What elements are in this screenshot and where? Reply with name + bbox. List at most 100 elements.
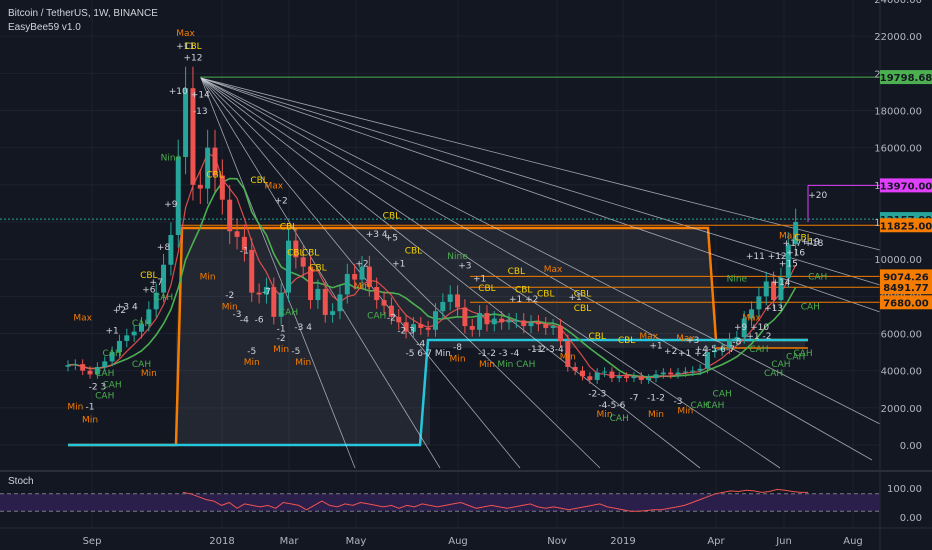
candle-body: [565, 340, 571, 367]
green-ma-line: [67, 177, 797, 378]
signal-label: CBL: [184, 42, 201, 52]
price-badge: [880, 178, 932, 193]
red-ma-line: [67, 152, 797, 379]
price-tick-label: 2000.00: [881, 404, 922, 415]
fan-line: [200, 77, 356, 469]
signal-label: -1-2: [647, 393, 665, 403]
signal-label: Max: [676, 334, 695, 344]
candle-body: [491, 318, 497, 325]
candle-body: [293, 240, 299, 258]
candle-body: [388, 305, 394, 317]
candle-body: [72, 364, 78, 366]
price-badge: [880, 269, 932, 284]
signal-label: Min: [67, 403, 83, 413]
candle-body: [594, 372, 600, 380]
signal-label: CBL: [537, 289, 554, 299]
signal-label: Max: [639, 332, 658, 342]
candle-body: [513, 320, 519, 322]
signal-label: CAH: [801, 302, 820, 312]
symbol-title: Bitcoin / TetherUS, 1W, BINANCE: [8, 8, 158, 19]
candle-body: [602, 371, 608, 373]
candle-body: [580, 370, 585, 377]
signal-label: +9 +10: [734, 323, 769, 333]
fan-line: [200, 77, 881, 251]
stoch-tick-label: 0.00: [900, 513, 922, 524]
candle-body: [528, 322, 534, 327]
cyan-support-line: [68, 338, 808, 447]
candle-body: [249, 249, 255, 293]
candle-body: [219, 175, 225, 200]
signal-label: -7: [629, 393, 638, 403]
price-badge-label: 8491.77: [883, 283, 929, 294]
signal-label: +2: [664, 347, 677, 357]
candle-body: [352, 274, 358, 280]
indicator-name: EasyBee59 v1.0: [8, 22, 81, 33]
candle-body: [109, 352, 115, 362]
candle-body: [727, 339, 732, 349]
signal-label: -2-3: [588, 390, 606, 400]
signal-label: Min: [244, 358, 260, 368]
candle-body: [587, 376, 593, 380]
signal-label: +3 4: [366, 230, 388, 240]
signal-label: Max: [779, 232, 798, 242]
signal-label: -8: [453, 343, 462, 353]
signal-label: CAH: [154, 293, 173, 303]
candle-body: [631, 376, 637, 379]
fan-line: [200, 77, 781, 469]
signal-label: +15: [779, 260, 798, 270]
candle-body: [418, 324, 424, 328]
candle-body: [646, 378, 652, 380]
signal-label: CBL: [574, 304, 591, 314]
fan-line: [200, 77, 881, 313]
signal-label: CAH: [102, 349, 121, 359]
signal-label: CAH: [771, 360, 790, 370]
signal-label: +1: [392, 260, 405, 270]
price-tick-label: 16000.00: [874, 144, 922, 155]
candle-body: [205, 147, 211, 189]
candle-body: [131, 331, 137, 336]
signal-label: CBL: [302, 248, 319, 258]
signal-label: CAH: [786, 353, 805, 363]
x-tick-label: Sep: [83, 536, 102, 547]
candle-body: [550, 326, 556, 328]
signal-label: -4: [416, 340, 425, 350]
signal-label: Min: [560, 353, 576, 363]
candle-body: [359, 266, 365, 280]
signal-label: CAH: [793, 349, 812, 359]
signal-label: Max: [544, 265, 563, 275]
x-tick-label: Mar: [280, 536, 300, 547]
signal-label: +8: [157, 243, 171, 253]
candle-body: [212, 147, 218, 176]
candle-body: [682, 371, 688, 373]
signal-label: CAH: [95, 369, 114, 379]
candle-body: [771, 281, 777, 301]
signal-label: +12: [183, 53, 202, 63]
x-tick-label: 2019: [610, 536, 635, 547]
signal-label: CAH: [132, 360, 151, 370]
fan-line: [200, 77, 701, 469]
signal-label: CBL: [515, 286, 532, 296]
signal-label: CBL: [287, 248, 304, 258]
signal-label: Min: [82, 416, 98, 426]
signal-label: Max: [742, 313, 761, 323]
candle-body: [543, 324, 549, 328]
signal-label: Min: [479, 360, 495, 370]
signal-label: Min: [295, 358, 311, 368]
signal-label: -7: [262, 287, 271, 297]
signal-label: CAH: [749, 345, 768, 355]
price-tick-label: 24000.00: [874, 0, 922, 6]
signal-label: +6: [142, 286, 156, 296]
x-tick-label: Nov: [547, 536, 567, 547]
candle-body: [624, 376, 630, 379]
signal-label: Min: [677, 406, 693, 416]
signal-label: -5: [247, 347, 256, 357]
signal-label: -1: [86, 403, 95, 413]
signal-label: +1 +2: [678, 349, 707, 359]
candle-body: [447, 294, 453, 302]
signal-label: -2: [387, 313, 396, 323]
x-tick-label: Jun: [775, 536, 792, 547]
signal-label: CAH: [690, 401, 709, 411]
signal-label: Min: [200, 273, 216, 283]
candle-body: [102, 361, 108, 367]
